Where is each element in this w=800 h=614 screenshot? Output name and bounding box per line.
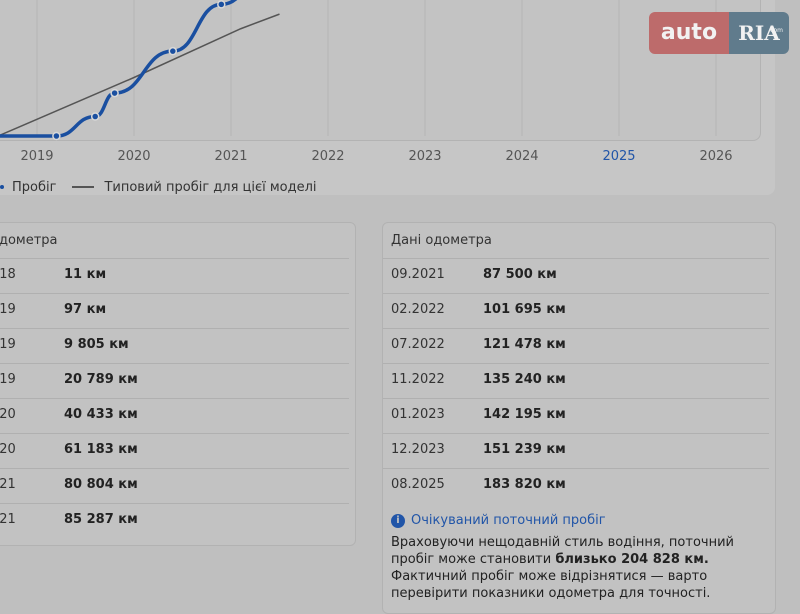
logo-ria-text: RIA .com: [729, 12, 789, 54]
odometer-left-row: 018 11 км: [0, 258, 349, 293]
logo-ria-sub: .com: [768, 27, 783, 34]
odometer-value: 87 500 км: [483, 267, 557, 282]
logo-auto-text: auto: [649, 12, 729, 54]
odometer-date: 01.2023: [391, 407, 445, 422]
odometer-right-row: 08.2025 183 820 км: [383, 468, 769, 503]
odometer-value: 121 478 км: [483, 337, 566, 352]
odometer-date: 021: [0, 512, 16, 527]
expected-mileage-heading: i Очікуваний поточний пробіг: [391, 513, 606, 528]
chart-plot-area: [0, 0, 761, 141]
x-tick-label: 2024: [505, 149, 538, 164]
odometer-card-left: одометра 018 11 км 019 97 км 019 9 805 км 019 2…: [0, 222, 356, 546]
expected-mileage-text-1: Враховуючи нещодавній стиль водіння, пот…: [391, 535, 734, 567]
legend-item-typical[interactable]: Типовий пробіг для цієї моделі: [72, 179, 317, 195]
odometer-left-row: 020 61 183 км: [0, 433, 349, 468]
odometer-value: 101 695 км: [483, 302, 566, 317]
odometer-right-row: 02.2022 101 695 км: [383, 293, 769, 328]
odometer-value: 183 820 км: [483, 477, 566, 492]
mileage-point[interactable]: [217, 0, 226, 9]
odometer-right-row: 07.2022 121 478 км: [383, 328, 769, 363]
odometer-left-row: 019 20 789 км: [0, 363, 349, 398]
odometer-date: 018: [0, 267, 16, 282]
autoria-logo[interactable]: auto RIA .com: [649, 12, 789, 54]
odometer-right-row: 09.2021 87 500 км: [383, 258, 769, 293]
odometer-right-row: 11.2022 135 240 км: [383, 363, 769, 398]
expected-mileage-text: Враховуючи нещодавній стиль водіння, пот…: [391, 534, 771, 602]
x-tick-label: 2026: [699, 149, 732, 164]
odometer-value: 97 км: [64, 302, 107, 317]
odometer-right-row: 12.2023 151 239 км: [383, 433, 769, 468]
logo-ria-label: RIA: [738, 21, 780, 45]
odometer-value: 9 805 км: [64, 337, 129, 352]
odometer-left-row: 021 85 287 км: [0, 503, 349, 538]
odometer-value: 61 183 км: [64, 442, 138, 457]
odometer-card-left-title: одометра: [0, 233, 58, 248]
odometer-date: 09.2021: [391, 267, 445, 282]
odometer-value: 85 287 км: [64, 512, 138, 527]
x-tick-label: 2021: [214, 149, 247, 164]
odometer-date: 08.2025: [391, 477, 445, 492]
odometer-date: 11.2022: [391, 372, 445, 387]
odometer-value: 40 433 км: [64, 407, 138, 422]
mileage-point[interactable]: [90, 112, 100, 121]
expected-mileage-text-2: Фактичний пробіг може відрізнятися — вар…: [391, 569, 711, 601]
expected-mileage-value: близько 204 828 км.: [555, 552, 709, 567]
odometer-date: 12.2023: [391, 442, 445, 457]
odometer-left-row: 019 9 805 км: [0, 328, 349, 363]
odometer-date: 019: [0, 372, 16, 387]
odometer-date: 020: [0, 442, 16, 457]
x-tick-label: 2019: [20, 149, 53, 164]
legend-mileage-label: Пробіг: [12, 179, 57, 195]
odometer-value: 135 240 км: [483, 372, 566, 387]
expected-mileage-title: Очікуваний поточний пробіг: [411, 513, 606, 528]
odometer-card-right: Дані одометра 09.2021 87 500 км 02.2022 101…: [382, 222, 776, 614]
odometer-value: 80 804 км: [64, 477, 138, 492]
odometer-date: 019: [0, 302, 16, 317]
odometer-left-row: 021 80 804 км: [0, 468, 349, 503]
mileage-point[interactable]: [168, 46, 178, 56]
odometer-value: 11 км: [64, 267, 107, 282]
odometer-date: 021: [0, 477, 16, 492]
odometer-right-row: 01.2023 142 195 км: [383, 398, 769, 433]
legend-typical-swatch: [72, 186, 95, 188]
typical-mileage-line: [0, 13, 280, 137]
mileage-point[interactable]: [110, 88, 119, 98]
odometer-value: 151 239 км: [483, 442, 566, 457]
odometer-date: 020: [0, 407, 16, 422]
x-tick-label: 2025: [602, 149, 635, 164]
x-tick-label: 2022: [311, 149, 344, 164]
odometer-card-right-title: Дані одометра: [391, 233, 492, 248]
odometer-date: 07.2022: [391, 337, 445, 352]
chart-legend: Пробіг Типовий пробіг для цієї моделі: [0, 178, 333, 196]
odometer-value: 20 789 км: [64, 372, 138, 387]
odometer-date: 02.2022: [391, 302, 445, 317]
info-icon: i: [391, 513, 405, 528]
x-tick-label: 2020: [117, 149, 150, 164]
odometer-left-row: 019 97 км: [0, 293, 349, 328]
mileage-line: [0, 0, 238, 138]
odometer-value: 142 195 км: [483, 407, 566, 422]
x-tick-label: 2023: [408, 149, 441, 164]
odometer-left-row: 020 40 433 км: [0, 398, 349, 433]
mileage-chart: 2019 2020 2021 2022 2023 2024 2025 2026: [0, 0, 733, 164]
mileage-point[interactable]: [52, 131, 61, 141]
legend-mileage-swatch: [0, 185, 4, 189]
legend-item-mileage[interactable]: Пробіг: [0, 180, 56, 195]
legend-typical-label: Типовий пробіг для цієї моделі: [104, 179, 317, 195]
odometer-date: 019: [0, 337, 16, 352]
